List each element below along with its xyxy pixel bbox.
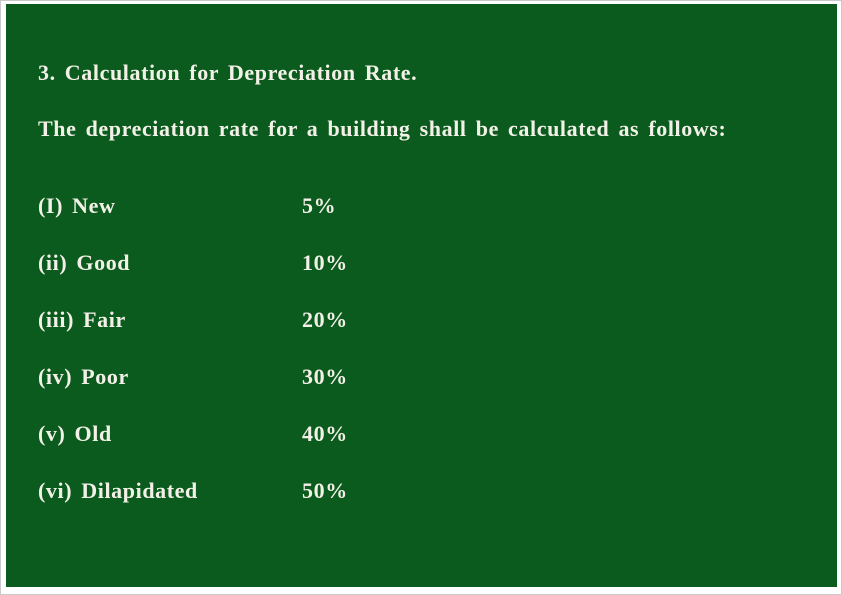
- slide-content: 3. Calculation for Depreciation Rate. Th…: [6, 4, 837, 506]
- condition-label: (iii) Fair: [38, 307, 126, 332]
- section-heading: 3. Calculation for Depreciation Rate.: [38, 60, 418, 85]
- rate-value: 10%: [302, 250, 348, 275]
- condition-label: (I) New: [38, 193, 116, 218]
- condition-label: (v) Old: [38, 421, 112, 446]
- rate-row: (ii) Good 10%: [38, 248, 797, 278]
- slide-panel: 3. Calculation for Depreciation Rate. Th…: [6, 4, 837, 587]
- rate-value: 40%: [302, 421, 348, 446]
- condition-label: (ii) Good: [38, 250, 131, 275]
- rate-row: (v) Old 40%: [38, 419, 797, 449]
- rate-row: (vi) Dilapidated 50%: [38, 476, 797, 506]
- rate-value: 30%: [302, 364, 348, 389]
- rate-value: 20%: [302, 307, 348, 332]
- rate-row: (iii) Fair 20%: [38, 305, 797, 335]
- rate-row: (I) New 5%: [38, 191, 797, 221]
- intro-text: The depreciation rate for a building sha…: [38, 116, 727, 141]
- rate-value: 50%: [302, 478, 348, 503]
- rate-row: (iv) Poor 30%: [38, 362, 797, 392]
- rate-value: 5%: [302, 193, 337, 218]
- condition-label: (vi) Dilapidated: [38, 478, 198, 503]
- depreciation-rate-table: (I) New 5% (ii) Good 10% (iii) Fair 20% …: [38, 191, 797, 506]
- condition-label: (iv) Poor: [38, 364, 129, 389]
